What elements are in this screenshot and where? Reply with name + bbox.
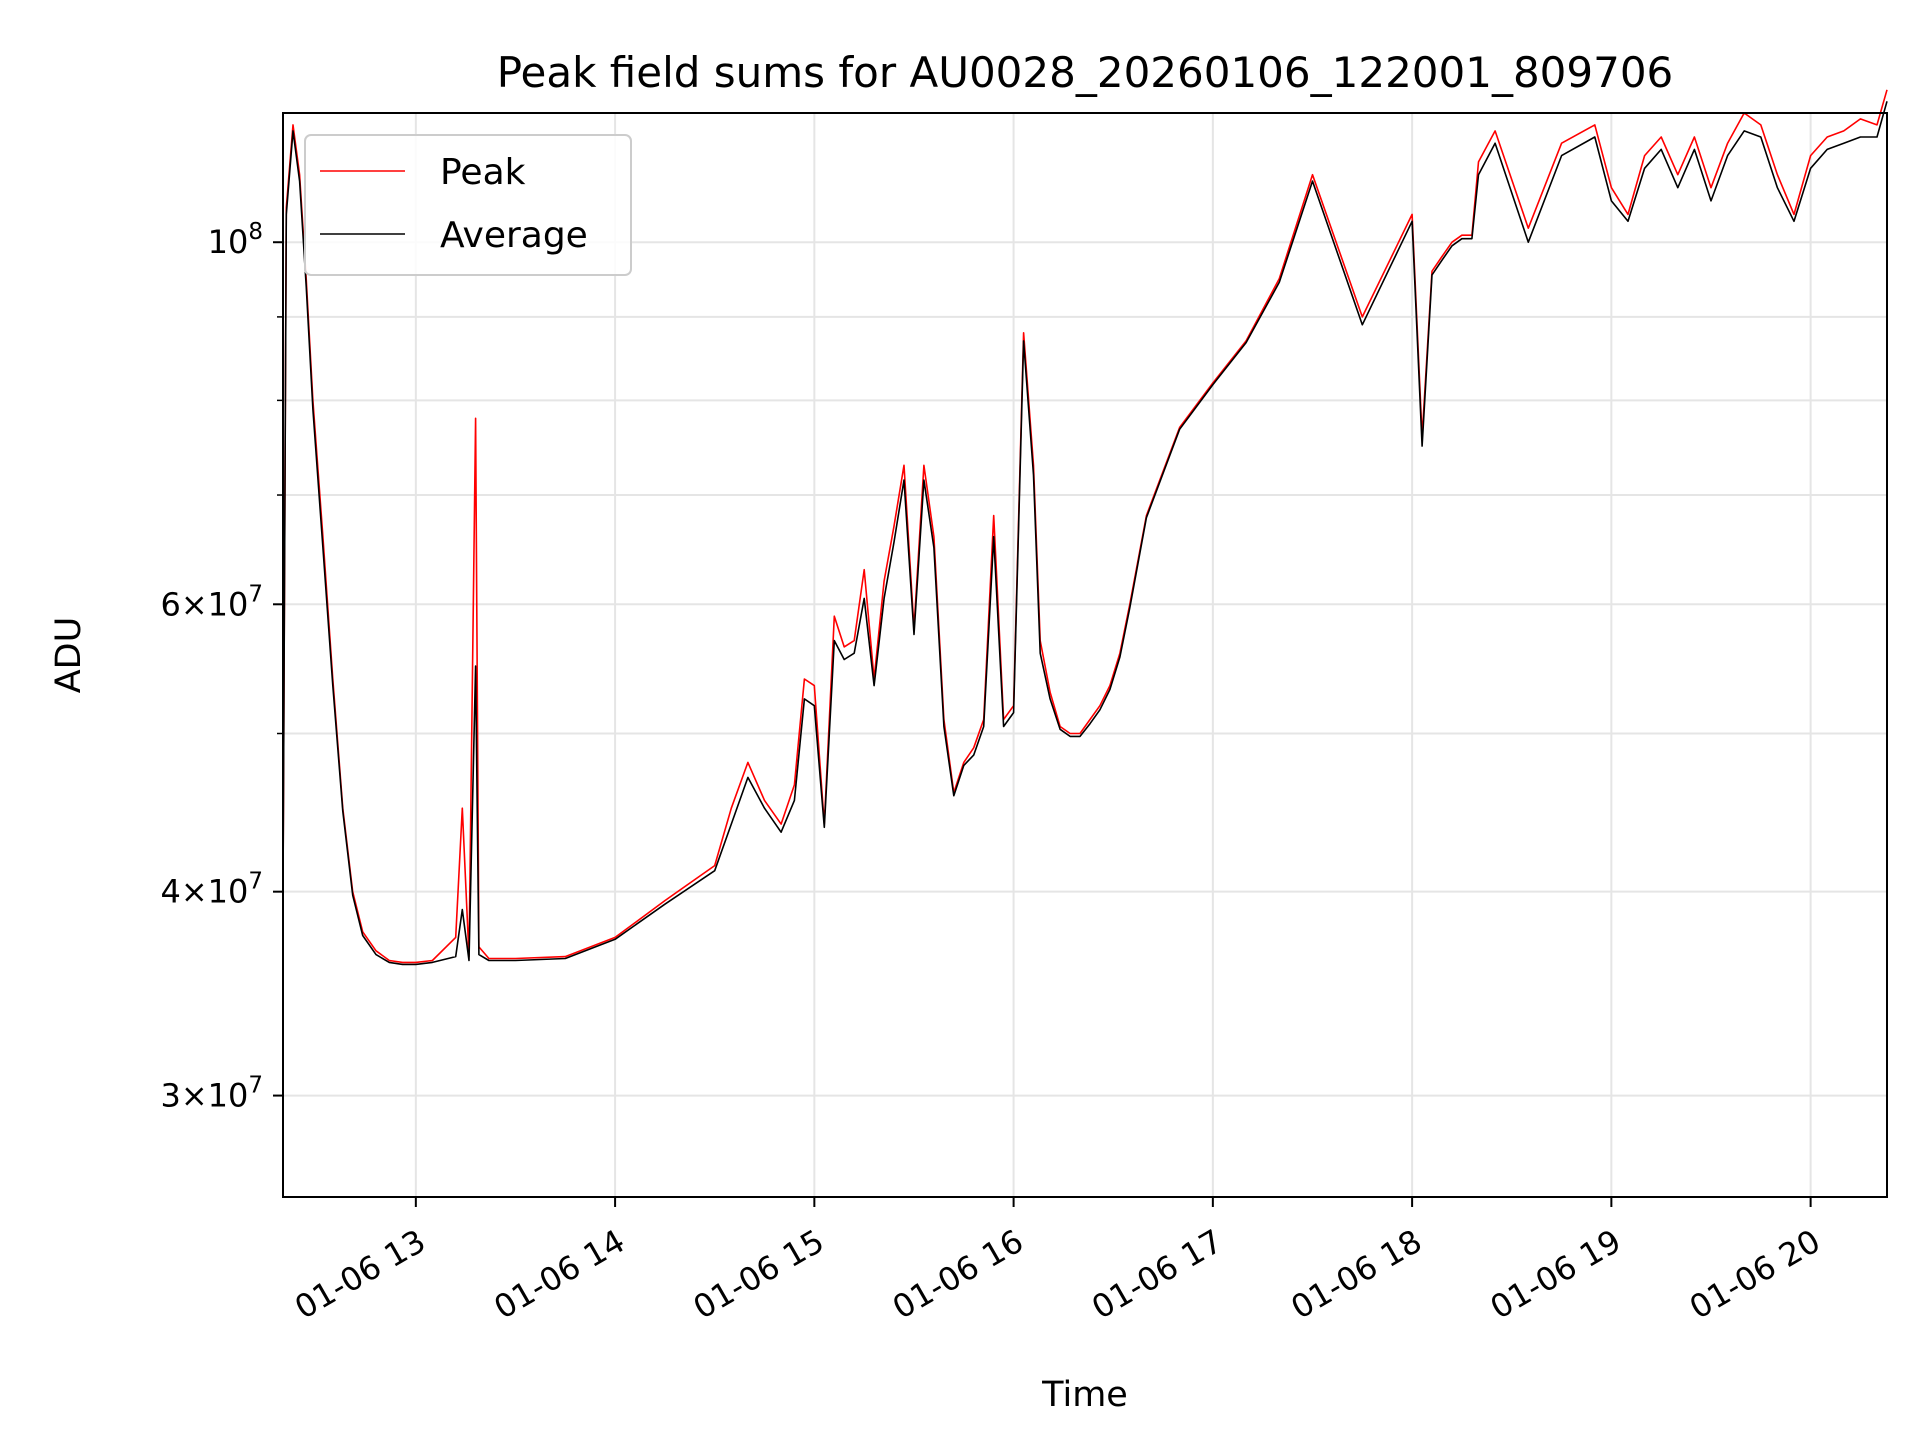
series-line-peak — [282, 89, 1888, 964]
chart-title: Peak field sums for AU0028_20260106_1220… — [497, 48, 1674, 97]
y-ticks: 3×107 4×107 6×107 108 — [160, 219, 283, 1115]
y-axis-label: ADU — [49, 617, 89, 694]
y-tick-label: 6×107 — [160, 581, 263, 623]
x-axis-label: Time — [1041, 1375, 1128, 1415]
plot-frame — [282, 112, 1888, 1198]
legend-box — [304, 134, 632, 276]
series-line-average — [282, 101, 1888, 966]
y-tick-label: 3×107 — [160, 1073, 263, 1115]
y-tick-label: 108 — [208, 219, 263, 261]
y-tick-label: 4×107 — [160, 869, 263, 911]
legend: Peak Average — [304, 134, 632, 276]
plot-lines — [282, 89, 1888, 966]
legend-label-average: Average — [440, 215, 588, 256]
legend-label-peak: Peak — [440, 152, 526, 193]
grid — [283, 113, 1887, 1197]
